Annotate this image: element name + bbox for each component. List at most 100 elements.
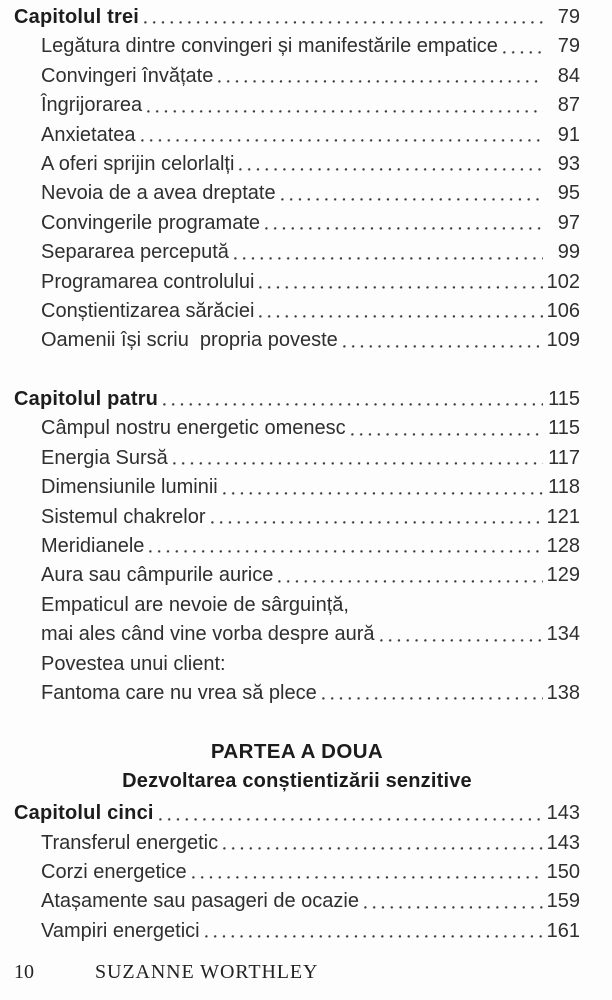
- toc-page-number: 118: [548, 476, 580, 499]
- toc-page-number: 106: [546, 300, 580, 323]
- toc-page-number: 143: [546, 802, 580, 825]
- toc-entry[interactable]: Corzi energetice 150: [14, 858, 580, 887]
- dot-leader: [191, 876, 543, 880]
- toc-entry-label: Povestea unui client:: [41, 652, 226, 675]
- dot-leader: [223, 846, 543, 850]
- part-heading: PARTEA A DOUA Dezvoltarea conștientizări…: [14, 737, 580, 796]
- part-subtitle: Dezvoltarea conștientizării senzitive: [122, 769, 472, 792]
- toc-entry-label: Fantoma care nu vrea să plece: [41, 681, 317, 704]
- toc-page-number: 102: [546, 270, 580, 293]
- toc-entry[interactable]: Anxietatea 91: [14, 121, 580, 150]
- toc-entry-label: Câmpul nostru energetic omenesc: [41, 417, 346, 440]
- toc-page-number: 115: [548, 387, 580, 410]
- toc-entry-label: Atașamente sau pasageri de ocazie: [41, 890, 359, 913]
- toc-entry[interactable]: Vampiri energetici 161: [14, 917, 580, 946]
- dot-leader: [218, 80, 543, 84]
- toc-page-number: 95: [557, 182, 580, 205]
- toc-chapter-row[interactable]: Capitolul trei 79: [14, 3, 580, 32]
- toc-page-number: 159: [546, 890, 580, 913]
- toc-entry[interactable]: Câmpul nostru energetic omenesc 115: [14, 414, 580, 443]
- toc-page-number: 161: [546, 919, 580, 942]
- toc-page-number: 99: [557, 241, 580, 264]
- toc-entry-label: Legătura dintre convingeri și manifestăr…: [41, 35, 498, 58]
- dot-leader: [259, 286, 543, 290]
- toc-page-number: 93: [557, 153, 580, 176]
- toc-page-number: 115: [548, 417, 580, 440]
- toc-entry[interactable]: Programarea controlului 102: [14, 268, 580, 297]
- toc-chapter-label: Capitolul cinci: [14, 802, 154, 825]
- toc-entry-label: Convingerile programate: [41, 211, 261, 234]
- toc-entry[interactable]: mai ales când vine vorba despre aură 134: [14, 620, 580, 649]
- toc-page-number: 84: [557, 64, 580, 87]
- part-title: PARTEA A DOUA: [210, 740, 384, 764]
- toc-entry-label: Oamenii își scriu propria poveste: [41, 329, 338, 352]
- dot-leader: [140, 139, 543, 143]
- toc-entry[interactable]: Aura sau câmpurile aurice 129: [14, 561, 580, 590]
- toc-entry-label: Dimensiunile luminii: [41, 476, 218, 499]
- toc-entry-label: A oferi sprijin celorlalți: [41, 153, 235, 176]
- toc-entry[interactable]: Îngrijorarea 87: [14, 91, 580, 120]
- toc-entry-label: mai ales când vine vorba despre aură: [41, 623, 375, 646]
- toc-entry-label: Conștientizarea sărăciei: [41, 300, 255, 323]
- toc-page-number: 91: [557, 123, 580, 146]
- toc-entry-label: Vampiri energetici: [41, 919, 200, 942]
- toc-chapter-row[interactable]: Capitolul patru 115: [14, 385, 580, 414]
- toc-entry-label: Aura sau câmpurile aurice: [41, 564, 274, 587]
- dot-leader: [239, 168, 543, 172]
- running-footer: 10 SUZANNE WORTHLEY: [14, 961, 318, 984]
- toc-entry[interactable]: Conștientizarea sărăciei 106: [14, 297, 580, 326]
- toc-page-number: 150: [546, 860, 580, 883]
- toc-page-number: 138: [546, 681, 580, 704]
- toc-entry-label: Anxietatea: [41, 123, 136, 146]
- toc-page-number: 79: [557, 35, 580, 58]
- toc-entry-label: Programarea controlului: [41, 270, 255, 293]
- running-footer-author: SUZANNE WORTHLEY: [95, 961, 319, 983]
- dot-leader: [379, 638, 543, 642]
- toc-entry-label: Sistemul chakrelor: [41, 505, 206, 528]
- toc-entry[interactable]: Energia Sursă 117: [14, 444, 580, 473]
- toc-entry[interactable]: Nevoia de a avea dreptate 95: [14, 179, 580, 208]
- toc-section-chapter-four: Capitolul patru 115 Câmpul nostru energe…: [14, 385, 580, 708]
- toc-entry[interactable]: Sistemul chakrelor 121: [14, 503, 580, 532]
- dot-leader: [158, 817, 543, 821]
- toc-entry[interactable]: Separarea percepută 99: [14, 238, 580, 267]
- dot-leader: [321, 697, 543, 701]
- dot-leader: [204, 935, 543, 939]
- dot-leader: [278, 579, 543, 583]
- toc-entry[interactable]: Fantoma care nu vrea să plece 138: [14, 679, 580, 708]
- toc-entry-label: Nevoia de a avea dreptate: [41, 182, 276, 205]
- toc-entry-label: Îngrijorarea: [41, 94, 143, 117]
- toc-entry[interactable]: Dimensiunile luminii 118: [14, 473, 580, 502]
- dot-leader: [265, 227, 543, 231]
- dot-leader: [363, 905, 543, 909]
- toc-page-number: 109: [546, 329, 580, 352]
- toc-entry[interactable]: A oferi sprijin celorlalți 93: [14, 150, 580, 179]
- toc-page-number: 128: [546, 534, 580, 557]
- toc-section-chapter-five: Capitolul cinci 143 Transferul energetic…: [14, 799, 580, 946]
- toc-page-number: 129: [546, 564, 580, 587]
- toc-page-number: 134: [546, 623, 580, 646]
- toc-entry-continuation[interactable]: Povestea unui client:: [14, 650, 580, 679]
- dot-leader: [172, 462, 543, 466]
- toc-entry-continuation[interactable]: Empaticul are nevoie de sârguință,: [14, 591, 580, 620]
- toc-entry[interactable]: Meridianele 128: [14, 532, 580, 561]
- toc-entry[interactable]: Oamenii își scriu propria poveste 109: [14, 326, 580, 355]
- dot-leader: [259, 315, 543, 319]
- toc-entry[interactable]: Atașamente sau pasageri de ocazie 159: [14, 887, 580, 916]
- toc-chapter-row[interactable]: Capitolul cinci 143: [14, 799, 580, 828]
- toc-page-number: 87: [557, 94, 580, 117]
- toc-entry[interactable]: Convingeri învățate 84: [14, 62, 580, 91]
- toc-entry[interactable]: Legătura dintre convingeri și manifestăr…: [14, 32, 580, 61]
- toc-entry-label: Separarea percepută: [41, 241, 229, 264]
- dot-leader: [163, 403, 543, 407]
- toc-chapter-label: Capitolul trei: [14, 6, 140, 28]
- toc-entry[interactable]: Convingerile programate 97: [14, 209, 580, 238]
- dot-leader: [342, 344, 543, 348]
- dot-leader: [350, 432, 543, 436]
- dot-leader: [149, 550, 543, 554]
- dot-leader: [233, 256, 543, 260]
- dot-leader: [222, 491, 543, 495]
- toc-entry[interactable]: Transferul energetic 143: [14, 829, 580, 858]
- toc-page-number: 121: [546, 505, 580, 528]
